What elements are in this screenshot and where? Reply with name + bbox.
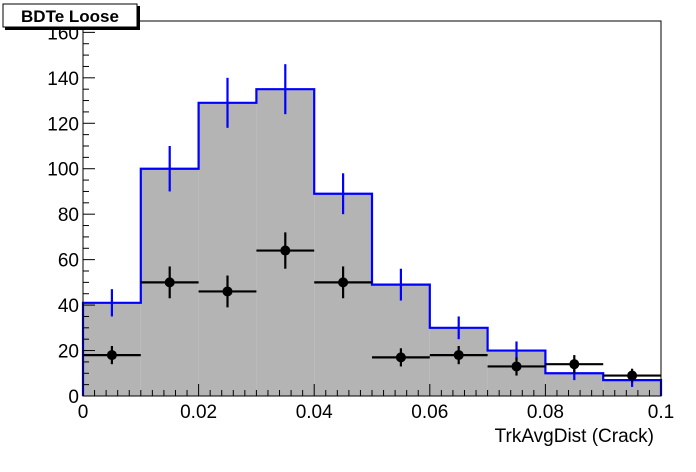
- data-point: [280, 245, 291, 256]
- x-tick-label: 0.06: [411, 402, 448, 423]
- y-tick-label: 100: [47, 160, 79, 181]
- y-tick-label: 0: [68, 387, 79, 408]
- y-tick-label: 60: [58, 251, 79, 272]
- y-tick-label: 40: [58, 296, 79, 317]
- chart-title: BDTe Loose: [21, 7, 119, 26]
- data-point: [164, 277, 175, 288]
- data-point: [453, 350, 464, 361]
- data-point: [106, 350, 117, 361]
- title-box: BDTe Loose: [2, 3, 140, 30]
- histogram-bar: [545, 373, 604, 396]
- x-axis-title: TrkAvgDist (Crack): [495, 426, 654, 447]
- data-point: [395, 352, 406, 363]
- y-tick-label: 80: [58, 205, 79, 226]
- x-tick-label: 0.1: [648, 402, 674, 423]
- x-tick-label: 0.02: [180, 402, 217, 423]
- histogram-bar: [603, 380, 661, 396]
- histogram-bar: [372, 284, 430, 396]
- x-tick-label: 0: [78, 402, 89, 423]
- data-point: [222, 286, 233, 297]
- data-point: [569, 359, 580, 370]
- y-tick-label: 140: [47, 69, 79, 90]
- data-point: [511, 361, 522, 372]
- y-tick-label: 20: [58, 342, 79, 363]
- axes: 0 0.02 0.04 0.06 0.08 0.102040608010012014016…: [47, 20, 674, 423]
- histogram-bar: [198, 102, 257, 397]
- x-tick-label: 0.04: [296, 402, 333, 423]
- y-tick-label: 120: [47, 114, 79, 135]
- data-point: [338, 277, 349, 288]
- data-points: [83, 232, 661, 383]
- data-point: [627, 370, 638, 381]
- x-tick-label: 0.08: [527, 402, 564, 423]
